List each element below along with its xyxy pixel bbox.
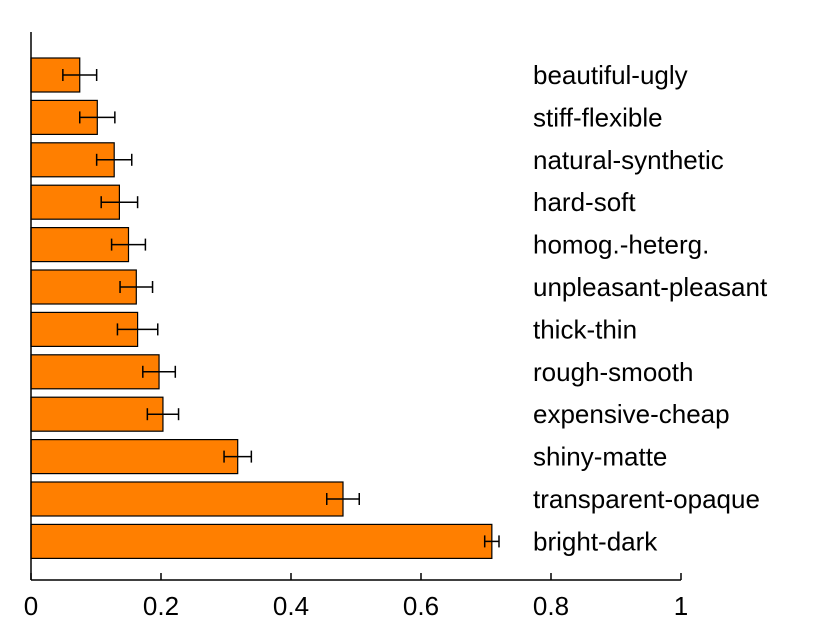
error-bar-5: [119, 281, 154, 293]
category-label: shiny-matte: [533, 442, 667, 472]
category-label: bright-dark: [533, 526, 658, 556]
category-label: expensive-cheap: [533, 399, 730, 429]
error-bar-2: [95, 153, 133, 166]
category-label: natural-synthetic: [533, 145, 724, 175]
axes-group: [30, 32, 681, 581]
error-bar-4: [110, 238, 147, 251]
x-tick-label: 0.6: [403, 591, 439, 621]
x-tick-label: 0: [24, 591, 38, 621]
category-label: beautiful-ugly: [533, 60, 688, 90]
error-bar-8: [146, 408, 180, 421]
x-tick-label: 1: [674, 591, 688, 621]
bar-10: [30, 481, 344, 517]
bars-group: [30, 57, 493, 560]
category-label: thick-thin: [533, 314, 637, 344]
category-label: homog.-heterg.: [533, 230, 709, 260]
category-label: unpleasant-pleasant: [533, 272, 768, 302]
error-bar-11: [483, 535, 500, 548]
x-tick-label: 0.8: [533, 591, 569, 621]
error-bar-6: [116, 323, 159, 336]
error-bar-0: [62, 69, 98, 81]
error-bars-group: [62, 69, 500, 548]
bar-7: [30, 354, 160, 390]
bar-9: [30, 439, 239, 475]
bar-8: [30, 396, 164, 432]
error-bar-3: [100, 196, 139, 209]
x-tick-label: 0.4: [273, 591, 309, 621]
category-label: transparent-opaque: [533, 484, 760, 514]
category-label: hard-soft: [533, 187, 636, 217]
category-label: stiff-flexible: [533, 102, 663, 132]
error-bar-9: [223, 450, 253, 463]
category-labels-group: beautiful-ugly stiff-flexible natural-synt…: [533, 60, 768, 556]
error-bar-1: [79, 111, 116, 124]
x-tick-label: 0.2: [143, 591, 179, 621]
category-label: rough-smooth: [533, 357, 693, 387]
error-bar-7: [142, 365, 177, 378]
bar-11: [30, 523, 493, 560]
error-bar-10: [326, 493, 360, 505]
x-ticks-group: 0 0.2 0.4 0.6 0.8 1: [24, 573, 688, 621]
